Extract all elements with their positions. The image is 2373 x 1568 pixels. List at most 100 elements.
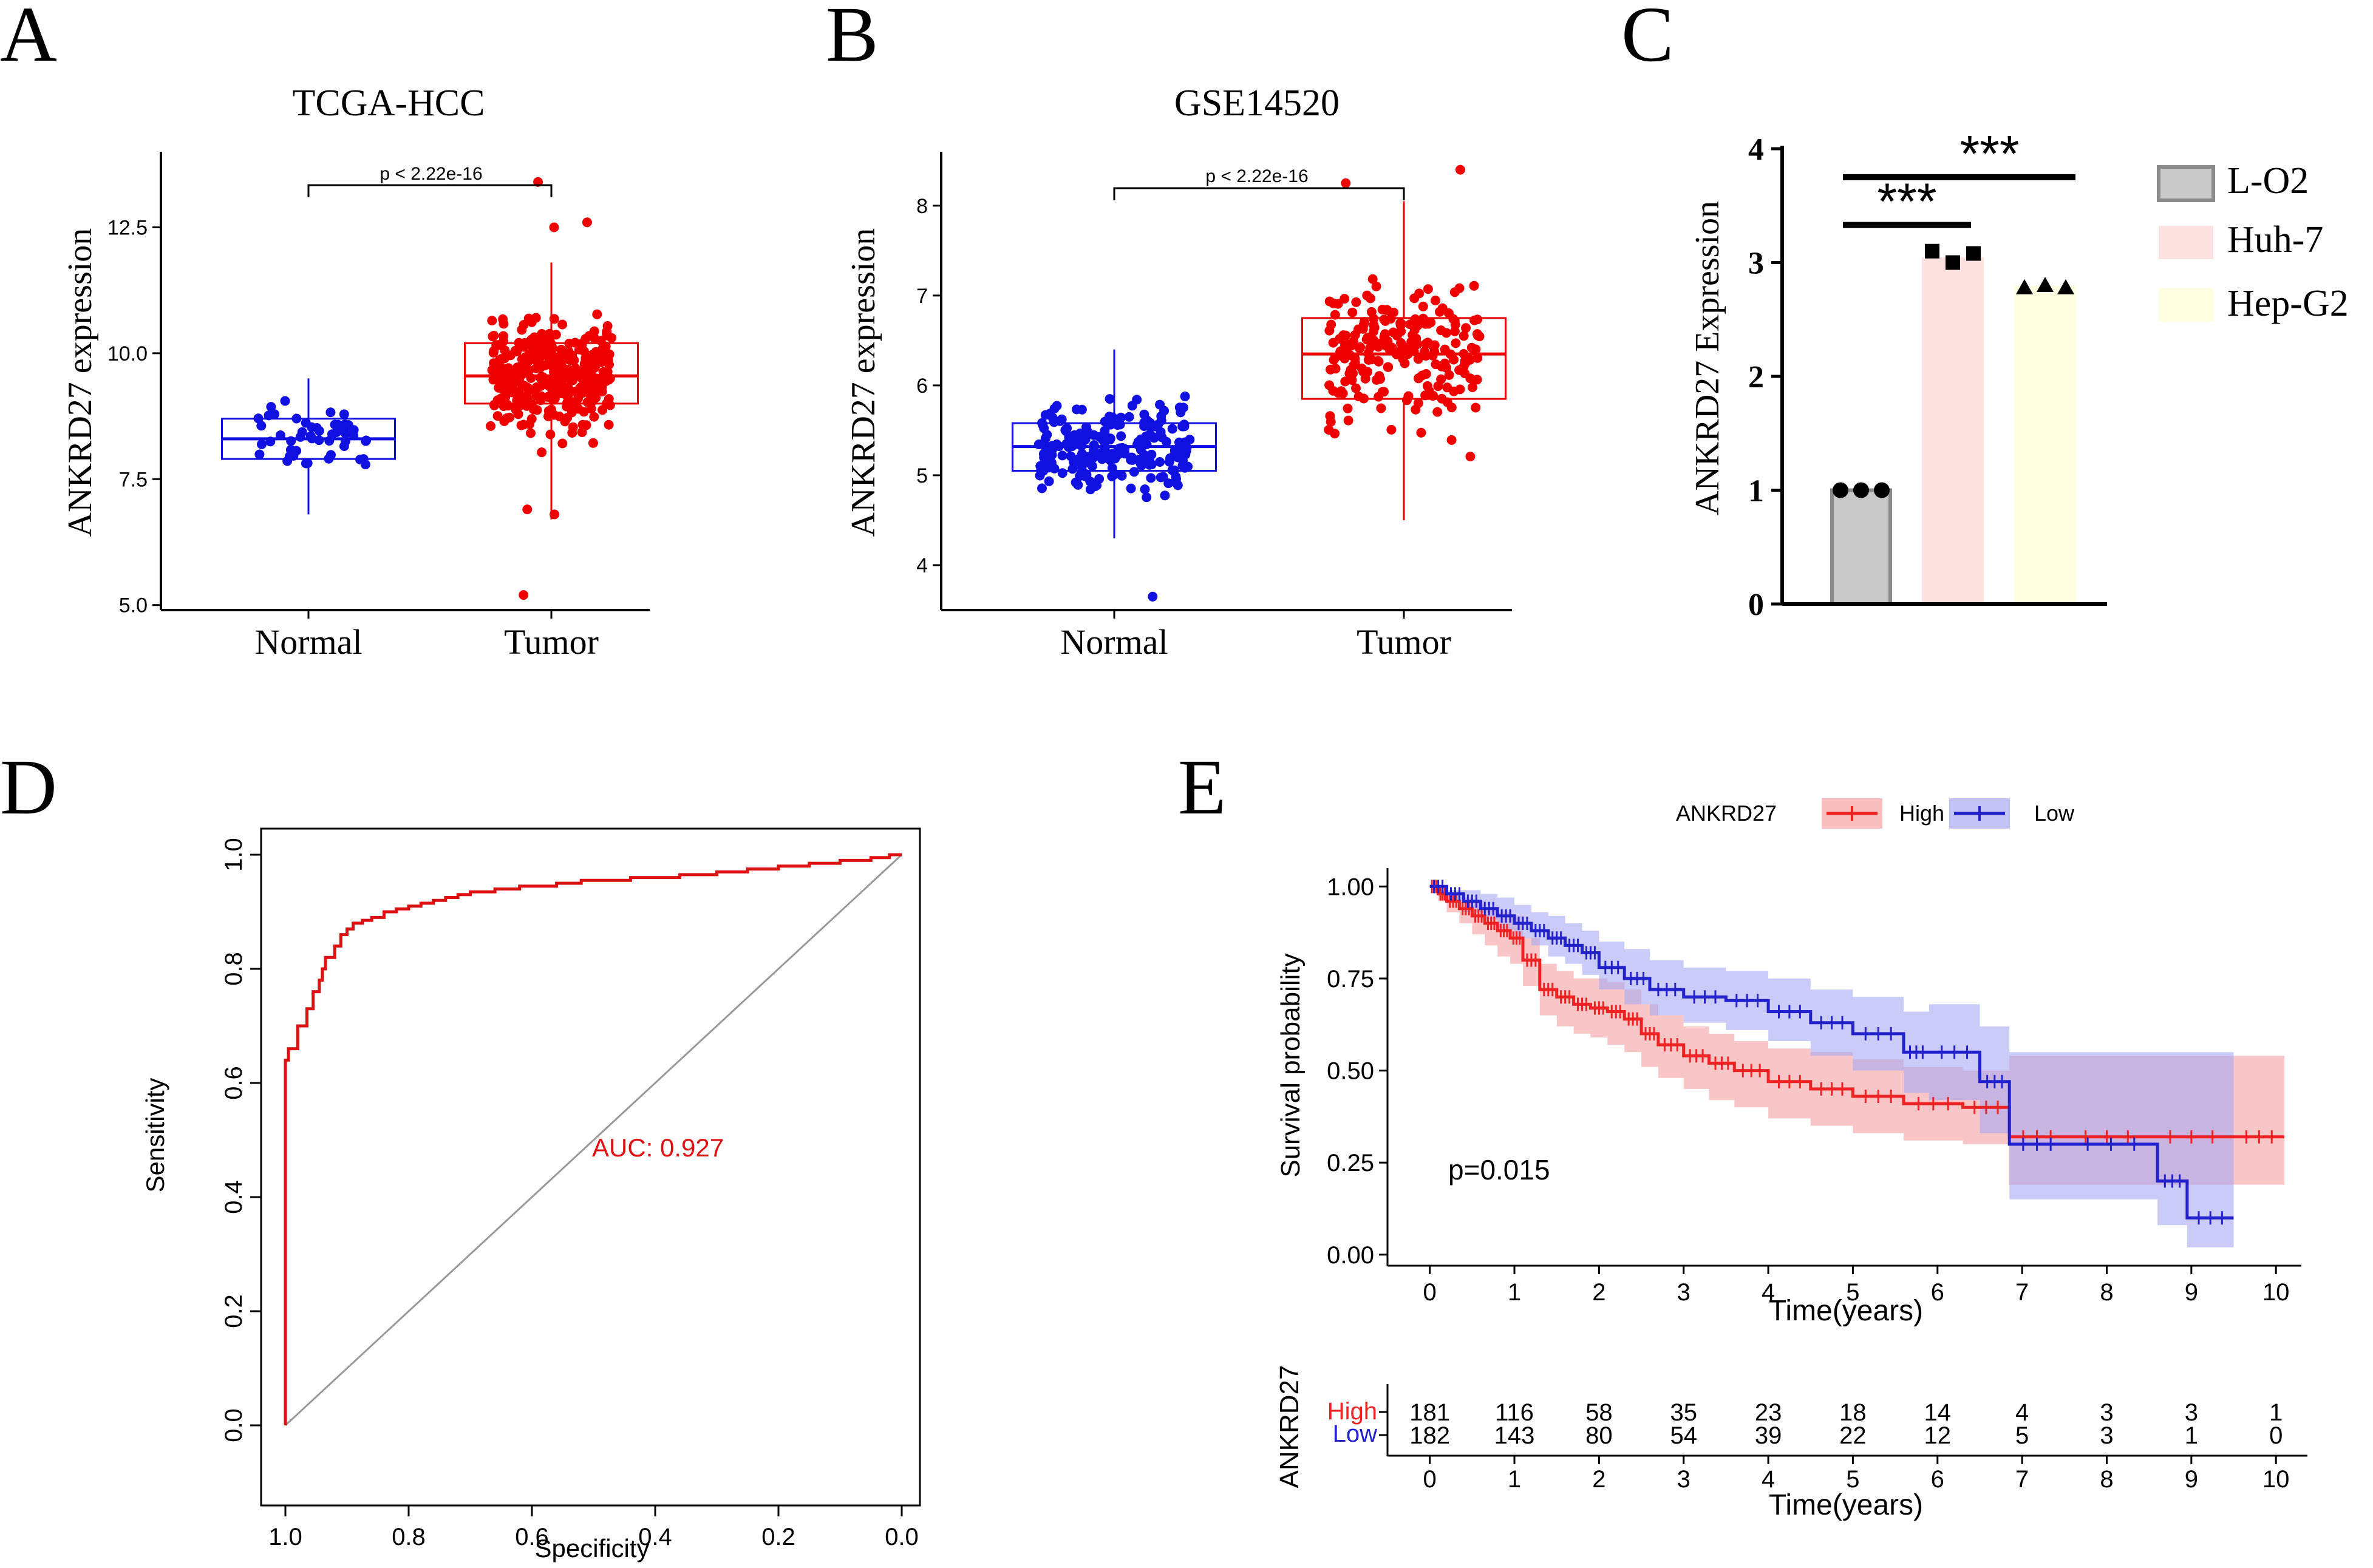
data-point (488, 331, 498, 342)
data-point (1377, 387, 1387, 397)
data-point (602, 328, 612, 339)
x-tick-label: 0.2 (761, 1524, 795, 1550)
data-point (1471, 344, 1481, 355)
data-point (1333, 299, 1343, 309)
replicate-marker (2016, 279, 2033, 294)
plot-frame (260, 827, 921, 1507)
data-point (1343, 403, 1353, 413)
y-tick-label: 1.00 (1327, 874, 1374, 900)
data-point (1163, 478, 1174, 489)
data-point (1413, 398, 1423, 409)
panel-b-chart: GSE14520 ANKRD27 expression 4 5 6 7 8 p < 2.… (845, 83, 1512, 662)
risk-count: 4 (2015, 1399, 2029, 1426)
data-point (1183, 461, 1193, 472)
data-point (254, 449, 265, 460)
data-point (280, 396, 290, 406)
data-point (499, 319, 509, 329)
risk-x-tick-label: 7 (2015, 1466, 2029, 1493)
data-point (1087, 461, 1097, 471)
data-point (1094, 473, 1105, 484)
panel-label-d: D (0, 744, 57, 831)
data-point (1468, 382, 1477, 392)
data-point (492, 411, 503, 421)
data-point (1472, 330, 1483, 341)
chart-d-auc-annotation: AUC: 0.927 (592, 1133, 724, 1162)
data-point (602, 367, 613, 377)
data-point (256, 421, 267, 431)
data-point (326, 450, 336, 460)
data-point (1081, 470, 1092, 480)
chart-a-title: TCGA-HCC (293, 83, 485, 124)
data-point (1365, 293, 1375, 304)
data-point (330, 419, 340, 430)
data-point (1465, 452, 1476, 461)
data-point (1400, 358, 1410, 368)
data-point (553, 367, 563, 377)
data-point (1409, 293, 1420, 304)
data-point (1148, 591, 1158, 602)
data-point (1472, 375, 1482, 385)
data-point (1404, 347, 1414, 358)
y-tick-label: 3 (1748, 246, 1764, 281)
data-point (270, 409, 280, 419)
data-point (1418, 301, 1428, 311)
data-point (1324, 425, 1334, 435)
panel-label-a: A (0, 0, 57, 78)
data-point (1344, 339, 1354, 350)
data-point (602, 321, 613, 331)
x-tick-label: 3 (1677, 1279, 1690, 1306)
data-point (1116, 431, 1126, 441)
risk-count: 18 (1839, 1399, 1867, 1426)
y-tick-label: 0.50 (1327, 1058, 1374, 1085)
risk-x-tick-label: 1 (1508, 1466, 1521, 1493)
data-point (1324, 296, 1335, 307)
data-point (1433, 381, 1443, 392)
legend-c-huh7-label: Huh-7 (2227, 219, 2323, 260)
data-point (1442, 382, 1452, 393)
data-point (519, 419, 529, 430)
data-point (1369, 322, 1380, 333)
data-point (1167, 424, 1177, 434)
data-point (1444, 370, 1454, 380)
data-point (590, 363, 600, 373)
data-point (1465, 355, 1475, 365)
data-point (1459, 331, 1469, 341)
data-point (1129, 467, 1139, 477)
data-point (522, 352, 532, 362)
data-point (339, 441, 349, 451)
data-point (1343, 415, 1353, 426)
data-point (592, 309, 602, 319)
data-point (509, 386, 520, 396)
data-point (1341, 178, 1351, 188)
data-point (266, 402, 276, 412)
data-point (1038, 449, 1049, 459)
data-point (599, 354, 609, 364)
data-point (1375, 374, 1385, 384)
replicate-marker (1925, 243, 1939, 259)
data-point (1386, 424, 1397, 435)
x-tick-label: 0.8 (392, 1524, 426, 1550)
data-point (492, 395, 503, 406)
data-point (519, 590, 529, 600)
data-point (1139, 454, 1149, 464)
data-point (1357, 364, 1367, 373)
data-point (1416, 427, 1426, 438)
risk-count: 23 (1755, 1399, 1782, 1426)
y-tick-label: 2 (1748, 360, 1764, 395)
legend-e-high-label: High (1899, 801, 1944, 826)
data-point (1351, 297, 1361, 307)
data-point (1324, 380, 1335, 390)
data-point (1413, 354, 1423, 364)
data-point (1088, 447, 1098, 458)
data-point (1052, 401, 1062, 411)
y-tick-label: 10.0 (107, 342, 148, 365)
chart-c-ylabel: ANKRD27 Expression (1689, 201, 1726, 515)
risk-count: 14 (1924, 1399, 1952, 1426)
data-point (325, 407, 336, 418)
data-point (579, 364, 589, 375)
data-point (582, 217, 592, 228)
y-tick-label: 4 (916, 554, 928, 577)
risk-table-xlabel: Time(years) (1769, 1489, 1923, 1521)
data-point (570, 399, 580, 410)
y-tick-label: 0.2 (220, 1294, 247, 1328)
